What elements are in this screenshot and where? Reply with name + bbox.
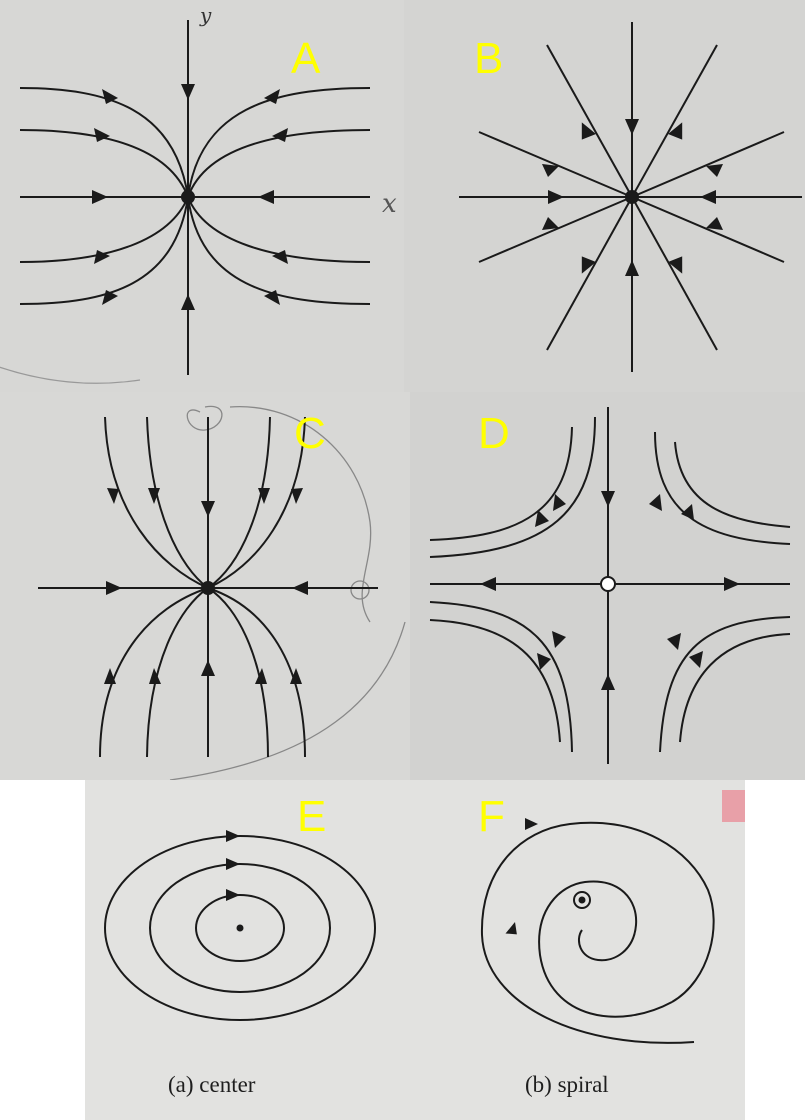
phase-portrait-c: C [0, 392, 410, 780]
caption-spiral: (b) spiral [525, 1072, 609, 1098]
panel-label-f: F [478, 795, 505, 839]
equilibrium-point [181, 190, 195, 204]
diagram-f [410, 780, 745, 1120]
panel-label-b: B [474, 37, 503, 81]
caption-center: (a) center [168, 1072, 255, 1098]
spiral-point [579, 897, 586, 904]
diagram-e [85, 780, 410, 1120]
diagram-d [410, 392, 805, 780]
diagram-a: y x [0, 0, 404, 392]
center-point [237, 925, 244, 932]
phase-portrait-e: E (a) center [85, 780, 410, 1120]
equilibrium-point [201, 581, 215, 595]
panel-label-c: C [294, 412, 326, 456]
diagram-c [0, 392, 410, 780]
panel-label-d: D [478, 412, 510, 456]
panel-label-e: E [297, 795, 326, 839]
axis-label-y: y [199, 3, 212, 27]
panel-label-a: A [291, 37, 320, 81]
phase-portrait-f: F (b) spiral [410, 780, 745, 1120]
saddle-point [601, 577, 615, 591]
axis-label-x: x [382, 189, 397, 219]
diagram-b [404, 0, 805, 392]
phase-portrait-d: D [410, 392, 805, 780]
equilibrium-point [625, 190, 639, 204]
phase-portrait-b: B [404, 0, 805, 392]
phase-portrait-a: y x A [0, 0, 404, 392]
